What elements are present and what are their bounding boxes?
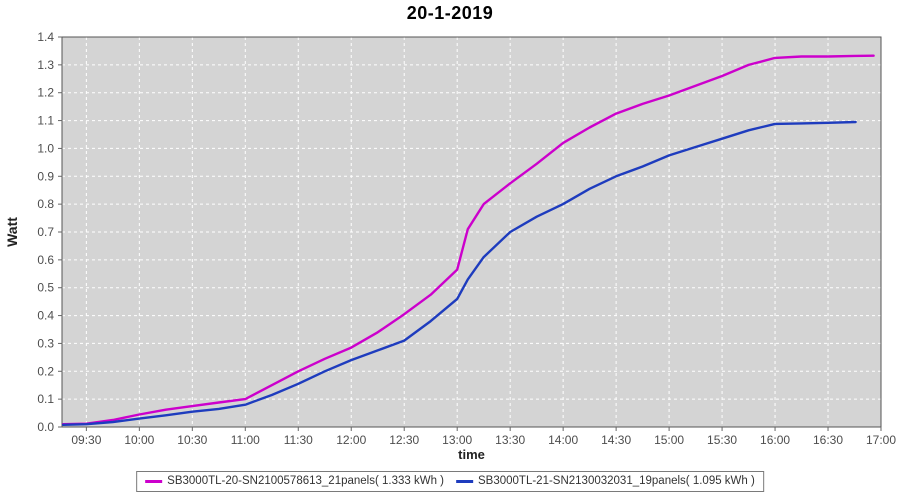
legend-swatch-blue-line-icon	[456, 479, 473, 483]
y-tick-label: 0.1	[37, 392, 54, 406]
y-tick-label: 1.2	[37, 86, 54, 100]
plot-area: 09:30 10:00 10:30 11:00 11:30 12:00 12:30 13:00…	[37, 30, 896, 447]
chart-title: 20-1-2019	[406, 3, 494, 23]
y-tick-label: 0.0	[37, 420, 54, 434]
y-tick-label: 0.7	[37, 225, 54, 239]
x-axis-label: time	[458, 447, 485, 462]
x-tick-label: 12:30	[389, 433, 419, 447]
axis-ticks	[58, 36, 882, 431]
y-tick-label: 0.4	[37, 309, 54, 323]
y-tick-label: 0.3	[37, 336, 54, 350]
y-tick-label: 0.9	[37, 169, 54, 183]
x-tick-label: 14:30	[601, 433, 631, 447]
legend-entry-inverter-20: SB3000TL-20-SN2100578613_21panels( 1.333…	[145, 475, 444, 487]
x-tick-label: 13:30	[495, 433, 525, 447]
x-tick-label: 10:30	[177, 433, 207, 447]
axis-tick-labels: 09:30 10:00 10:30 11:00 11:30 12:00 12:30 13:00…	[37, 30, 896, 447]
y-tick-label: 1.1	[37, 114, 54, 128]
x-tick-label: 15:00	[654, 433, 684, 447]
legend-entry-inverter-21: SB3000TL-21-SN2130032031_19panels( 1.095…	[456, 475, 755, 487]
legend-label-inverter-20: SB3000TL-20-SN2100578613_21panels( 1.333…	[167, 475, 444, 487]
legend-label-inverter-21: SB3000TL-21-SN2130032031_19panels( 1.095…	[478, 475, 755, 487]
y-tick-label: 1.0	[37, 141, 54, 155]
x-tick-label: 10:00	[124, 433, 154, 447]
y-tick-label: 1.3	[37, 58, 54, 72]
x-tick-label: 17:00	[866, 433, 896, 447]
x-tick-label: 15:30	[707, 433, 737, 447]
x-tick-label: 13:00	[442, 433, 472, 447]
y-tick-label: 0.8	[37, 197, 54, 211]
x-tick-label: 11:00	[231, 433, 260, 447]
x-tick-label: 14:00	[548, 433, 578, 447]
x-tick-label: 11:30	[284, 433, 313, 447]
legend-swatch-magenta-line-icon	[145, 479, 163, 483]
x-tick-label: 16:30	[813, 433, 843, 447]
x-tick-label: 09:30	[71, 433, 101, 447]
legend-box: SB3000TL-20-SN2100578613_21panels( 1.333…	[136, 471, 764, 492]
series-line-0	[61, 54, 875, 426]
y-tick-label: 0.2	[37, 364, 54, 378]
x-tick-label: 12:00	[336, 433, 366, 447]
y-tick-label: 1.4	[37, 30, 54, 44]
y-axis-label: Watt	[4, 217, 20, 247]
series-line-1	[61, 120, 857, 426]
y-tick-label: 0.5	[37, 281, 54, 295]
x-tick-label: 16:00	[760, 433, 790, 447]
y-tick-label: 0.6	[37, 253, 54, 267]
